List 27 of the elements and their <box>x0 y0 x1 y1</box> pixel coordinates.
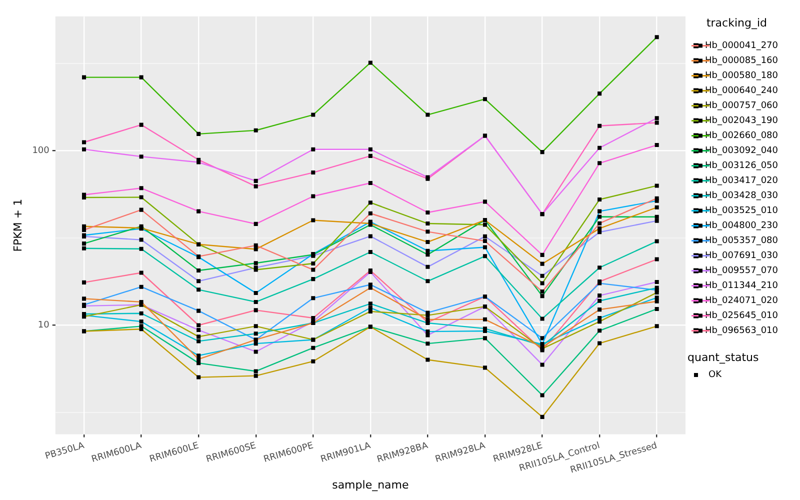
legend-label: Hb_000041_270 <box>704 41 778 52</box>
legend-label: Hb_002043_190 <box>704 116 778 126</box>
text: OK <box>708 370 722 380</box>
legend-label: Hb_003417_020 <box>704 176 778 186</box>
legend-label: Hb_007691_030 <box>704 251 778 262</box>
legend-label: Hb_003525_010 <box>704 206 778 216</box>
legend-label: Hb_005357_080 <box>704 236 778 246</box>
legend-label: Hb_004800_230 <box>704 221 778 232</box>
legend-label: Hb_024071_020 <box>704 296 778 306</box>
legend-label: Hb_003428_030 <box>704 191 778 202</box>
legend-title: tracking_id <box>706 16 768 30</box>
legend-label: Hb_000580_180 <box>704 71 778 82</box>
legend-label: Hb_000640_240 <box>704 86 778 96</box>
x-axis-title: sample_name <box>332 478 409 492</box>
legend-label: Hb_003092_040 <box>704 146 778 156</box>
y-tick-label: 10 <box>38 320 50 331</box>
legend-label: Hb_011344_210 <box>704 281 778 292</box>
legend-label: Hb_000757_060 <box>704 101 778 112</box>
y-tick-label: 100 <box>32 146 50 156</box>
legend-label: Hb_002660_080 <box>704 131 778 142</box>
legend-label: Hb_025645_010 <box>704 311 778 322</box>
legend-label: Hb_009557_070 <box>704 266 778 276</box>
legend-label: Hb_000085_160 <box>704 56 778 66</box>
text: quant_status <box>687 351 759 364</box>
legend-label: Hb_003126_050 <box>704 161 778 172</box>
legend-label: Hb_096563_010 <box>704 326 778 336</box>
y-axis-title: FPKM + 1 <box>11 198 24 252</box>
